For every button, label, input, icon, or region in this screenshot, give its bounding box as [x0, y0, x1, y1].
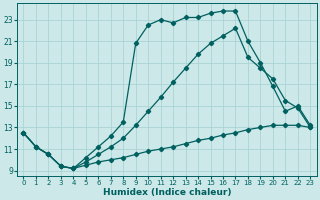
X-axis label: Humidex (Indice chaleur): Humidex (Indice chaleur) [103, 188, 231, 197]
